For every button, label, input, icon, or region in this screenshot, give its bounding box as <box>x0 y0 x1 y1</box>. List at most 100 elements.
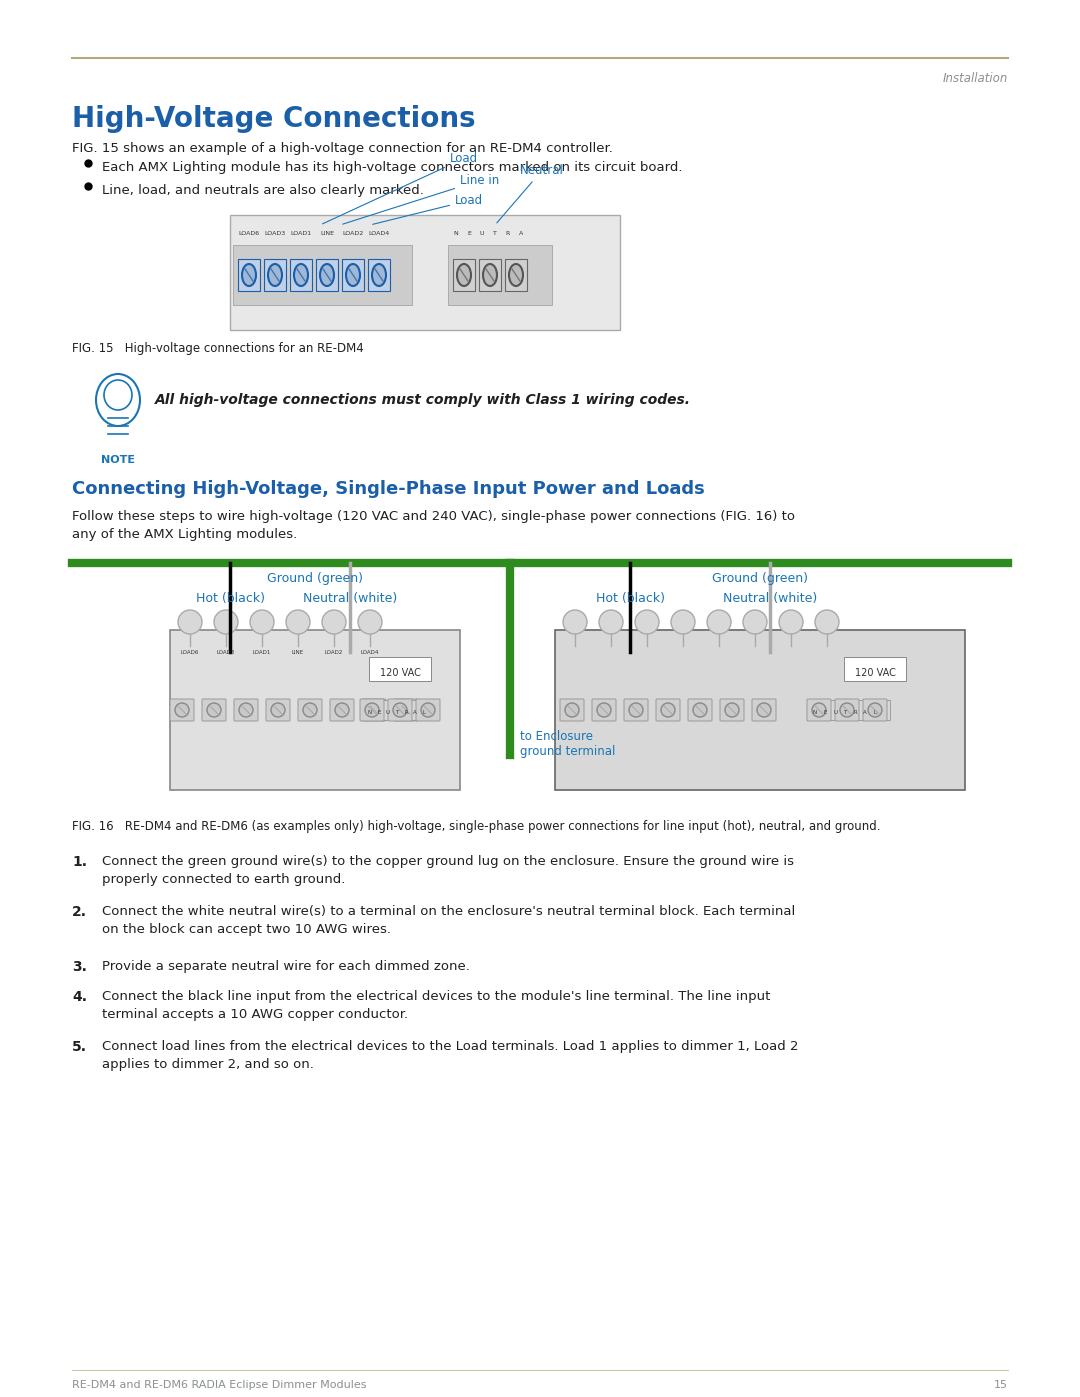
Ellipse shape <box>565 703 579 717</box>
FancyBboxPatch shape <box>388 698 411 721</box>
Text: LINE: LINE <box>292 650 305 655</box>
Text: Each AMX Lighting module has its high-voltage connectors marked on its circuit b: Each AMX Lighting module has its high-vo… <box>102 161 683 175</box>
Text: properly connected to earth ground.: properly connected to earth ground. <box>102 873 346 886</box>
Ellipse shape <box>320 264 334 286</box>
Ellipse shape <box>207 703 221 717</box>
Text: 2.: 2. <box>72 905 87 919</box>
FancyBboxPatch shape <box>624 698 648 721</box>
Text: LOAD1: LOAD1 <box>253 650 271 655</box>
Text: N: N <box>813 710 818 715</box>
Text: A: A <box>414 710 417 715</box>
Circle shape <box>599 610 623 634</box>
Text: FIG. 16   RE-DM4 and RE-DM6 (as examples only) high-voltage, single-phase power : FIG. 16 RE-DM4 and RE-DM6 (as examples o… <box>72 820 880 833</box>
Text: 120 VAC: 120 VAC <box>854 668 895 678</box>
Text: terminal accepts a 10 AWG copper conductor.: terminal accepts a 10 AWG copper conduct… <box>102 1009 408 1021</box>
Text: N: N <box>368 710 373 715</box>
FancyBboxPatch shape <box>752 698 777 721</box>
Text: Connecting High-Voltage, Single-Phase Input Power and Loads: Connecting High-Voltage, Single-Phase In… <box>72 481 705 497</box>
FancyBboxPatch shape <box>561 698 584 721</box>
FancyBboxPatch shape <box>807 698 831 721</box>
Ellipse shape <box>335 703 349 717</box>
FancyBboxPatch shape <box>342 258 364 291</box>
Text: A: A <box>518 231 523 236</box>
FancyBboxPatch shape <box>505 258 527 291</box>
Ellipse shape <box>757 703 771 717</box>
FancyBboxPatch shape <box>656 698 680 721</box>
Text: LOAD2: LOAD2 <box>325 650 343 655</box>
Text: applies to dimmer 2, and so on.: applies to dimmer 2, and so on. <box>102 1058 314 1071</box>
FancyBboxPatch shape <box>234 698 258 721</box>
Ellipse shape <box>725 703 739 717</box>
Ellipse shape <box>175 703 189 717</box>
FancyBboxPatch shape <box>233 244 411 305</box>
Circle shape <box>322 610 346 634</box>
Ellipse shape <box>509 264 523 286</box>
Text: Follow these steps to wire high-voltage (120 VAC and 240 VAC), single-phase powe: Follow these steps to wire high-voltage … <box>72 510 795 522</box>
FancyBboxPatch shape <box>316 258 338 291</box>
Text: LOAD6: LOAD6 <box>239 231 259 236</box>
Ellipse shape <box>661 703 675 717</box>
FancyBboxPatch shape <box>416 698 440 721</box>
Text: E: E <box>377 710 380 715</box>
FancyBboxPatch shape <box>362 698 386 721</box>
Text: High-Voltage Connections: High-Voltage Connections <box>72 105 475 133</box>
Text: Neutral (white): Neutral (white) <box>302 592 397 605</box>
Ellipse shape <box>268 264 282 286</box>
Circle shape <box>707 610 731 634</box>
Ellipse shape <box>96 374 140 426</box>
Text: on the block can accept two 10 AWG wires.: on the block can accept two 10 AWG wires… <box>102 923 391 936</box>
Text: Hot (black): Hot (black) <box>595 592 664 605</box>
Text: T: T <box>494 231 497 236</box>
Text: LINE: LINE <box>320 231 334 236</box>
FancyBboxPatch shape <box>170 630 460 789</box>
Text: 120 VAC: 120 VAC <box>379 668 420 678</box>
Text: R: R <box>853 710 856 715</box>
Ellipse shape <box>271 703 285 717</box>
Ellipse shape <box>812 703 826 717</box>
Circle shape <box>214 610 238 634</box>
FancyBboxPatch shape <box>266 698 291 721</box>
Text: LOAD1: LOAD1 <box>291 231 311 236</box>
Text: U: U <box>480 231 484 236</box>
Text: LOAD4: LOAD4 <box>361 650 379 655</box>
Ellipse shape <box>597 703 611 717</box>
FancyBboxPatch shape <box>298 698 322 721</box>
FancyBboxPatch shape <box>810 700 890 719</box>
FancyBboxPatch shape <box>368 258 390 291</box>
Circle shape <box>743 610 767 634</box>
Text: FIG. 15   High-voltage connections for an RE-DM4: FIG. 15 High-voltage connections for an … <box>72 342 364 355</box>
FancyBboxPatch shape <box>291 258 312 291</box>
Circle shape <box>635 610 659 634</box>
Ellipse shape <box>840 703 854 717</box>
Text: Line in: Line in <box>342 175 499 224</box>
Text: Load: Load <box>373 194 483 225</box>
FancyBboxPatch shape <box>863 698 887 721</box>
Ellipse shape <box>104 380 132 409</box>
FancyBboxPatch shape <box>330 698 354 721</box>
Text: Neutral (white): Neutral (white) <box>723 592 818 605</box>
FancyBboxPatch shape <box>365 700 435 719</box>
Text: N: N <box>454 231 458 236</box>
Ellipse shape <box>242 264 256 286</box>
Ellipse shape <box>393 703 407 717</box>
Circle shape <box>815 610 839 634</box>
Circle shape <box>178 610 202 634</box>
Ellipse shape <box>693 703 707 717</box>
Circle shape <box>357 610 382 634</box>
Text: Hot (black): Hot (black) <box>195 592 265 605</box>
Text: LOAD3: LOAD3 <box>265 231 285 236</box>
Ellipse shape <box>399 703 413 717</box>
Ellipse shape <box>303 703 318 717</box>
Text: E: E <box>467 231 471 236</box>
Ellipse shape <box>294 264 308 286</box>
Circle shape <box>249 610 274 634</box>
Text: U: U <box>386 710 390 715</box>
FancyBboxPatch shape <box>843 657 906 680</box>
FancyBboxPatch shape <box>480 258 501 291</box>
Text: L: L <box>874 710 877 715</box>
Text: 1.: 1. <box>72 855 87 869</box>
Text: Installation: Installation <box>943 73 1008 85</box>
FancyBboxPatch shape <box>230 215 620 330</box>
Text: to Enclosure
ground terminal: to Enclosure ground terminal <box>519 731 616 759</box>
FancyBboxPatch shape <box>394 698 418 721</box>
